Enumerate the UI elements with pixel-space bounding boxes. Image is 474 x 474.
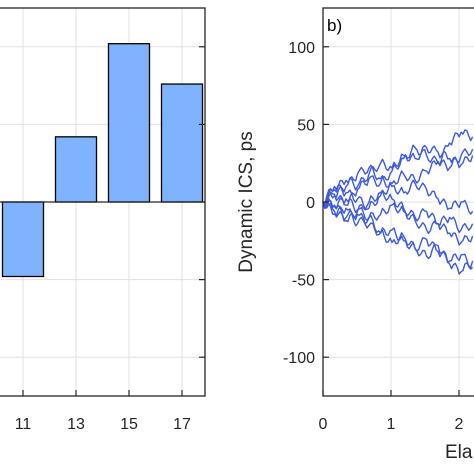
panel-b-x-tick-label: 1 bbox=[387, 416, 396, 433]
panel-b-x-axis-title: Ela bbox=[445, 442, 473, 463]
bar-11 bbox=[1, 201, 45, 278]
panel-b-y-tick-label: -100 bbox=[283, 350, 315, 367]
panel-a-bar-chart: 11 13 15 17 bbox=[0, 7, 206, 433]
panel-b-series-line-6 bbox=[322, 201, 474, 270]
panel-b-y-tick-label: 50 bbox=[297, 117, 315, 134]
panel-b-series-line-4 bbox=[322, 197, 474, 246]
panel-b-y-tick-label: 100 bbox=[288, 40, 315, 57]
panel-a-x-tick-label: 13 bbox=[67, 416, 85, 433]
panel-a-bars bbox=[1, 43, 204, 278]
panel-b-line-chart: 100 50 0 -50 -100 0 1 2 b) Dynamic ICS, ps Ela bbox=[236, 7, 474, 463]
panel-b-y-axis-title: Dynamic ICS, ps bbox=[236, 131, 257, 272]
panel-a-x-tick-label: 17 bbox=[173, 416, 191, 433]
panel-a-x-tick-label: 11 bbox=[15, 416, 32, 433]
panel-b-gridlines bbox=[322, 8, 474, 396]
panel-b-x-tick-label: 2 bbox=[455, 416, 464, 433]
panel-b-ticks: 100 50 0 -50 -100 0 1 2 bbox=[283, 40, 464, 433]
panel-a-ticks: 11 13 15 17 bbox=[0, 46, 205, 433]
panel-b-series-line-3 bbox=[322, 144, 474, 206]
bar-17 bbox=[160, 83, 204, 203]
panel-b-x-tick-label: 0 bbox=[319, 416, 328, 433]
panel-b-series-line-1 bbox=[322, 129, 474, 206]
panel-b-y-tick-label: -50 bbox=[292, 273, 315, 290]
panel-a-x-tick-label: 15 bbox=[120, 416, 138, 433]
panel-b-series-line-7 bbox=[322, 148, 474, 211]
panel-b-y-tick-label: 0 bbox=[306, 195, 315, 212]
bar-15 bbox=[107, 43, 151, 203]
panel-b-series-line-8 bbox=[322, 189, 474, 234]
panel-b-series bbox=[322, 129, 474, 275]
panel-b-annotation: b) bbox=[327, 16, 342, 35]
bar-13 bbox=[54, 136, 98, 203]
panel-b-series-line-5 bbox=[322, 164, 474, 215]
